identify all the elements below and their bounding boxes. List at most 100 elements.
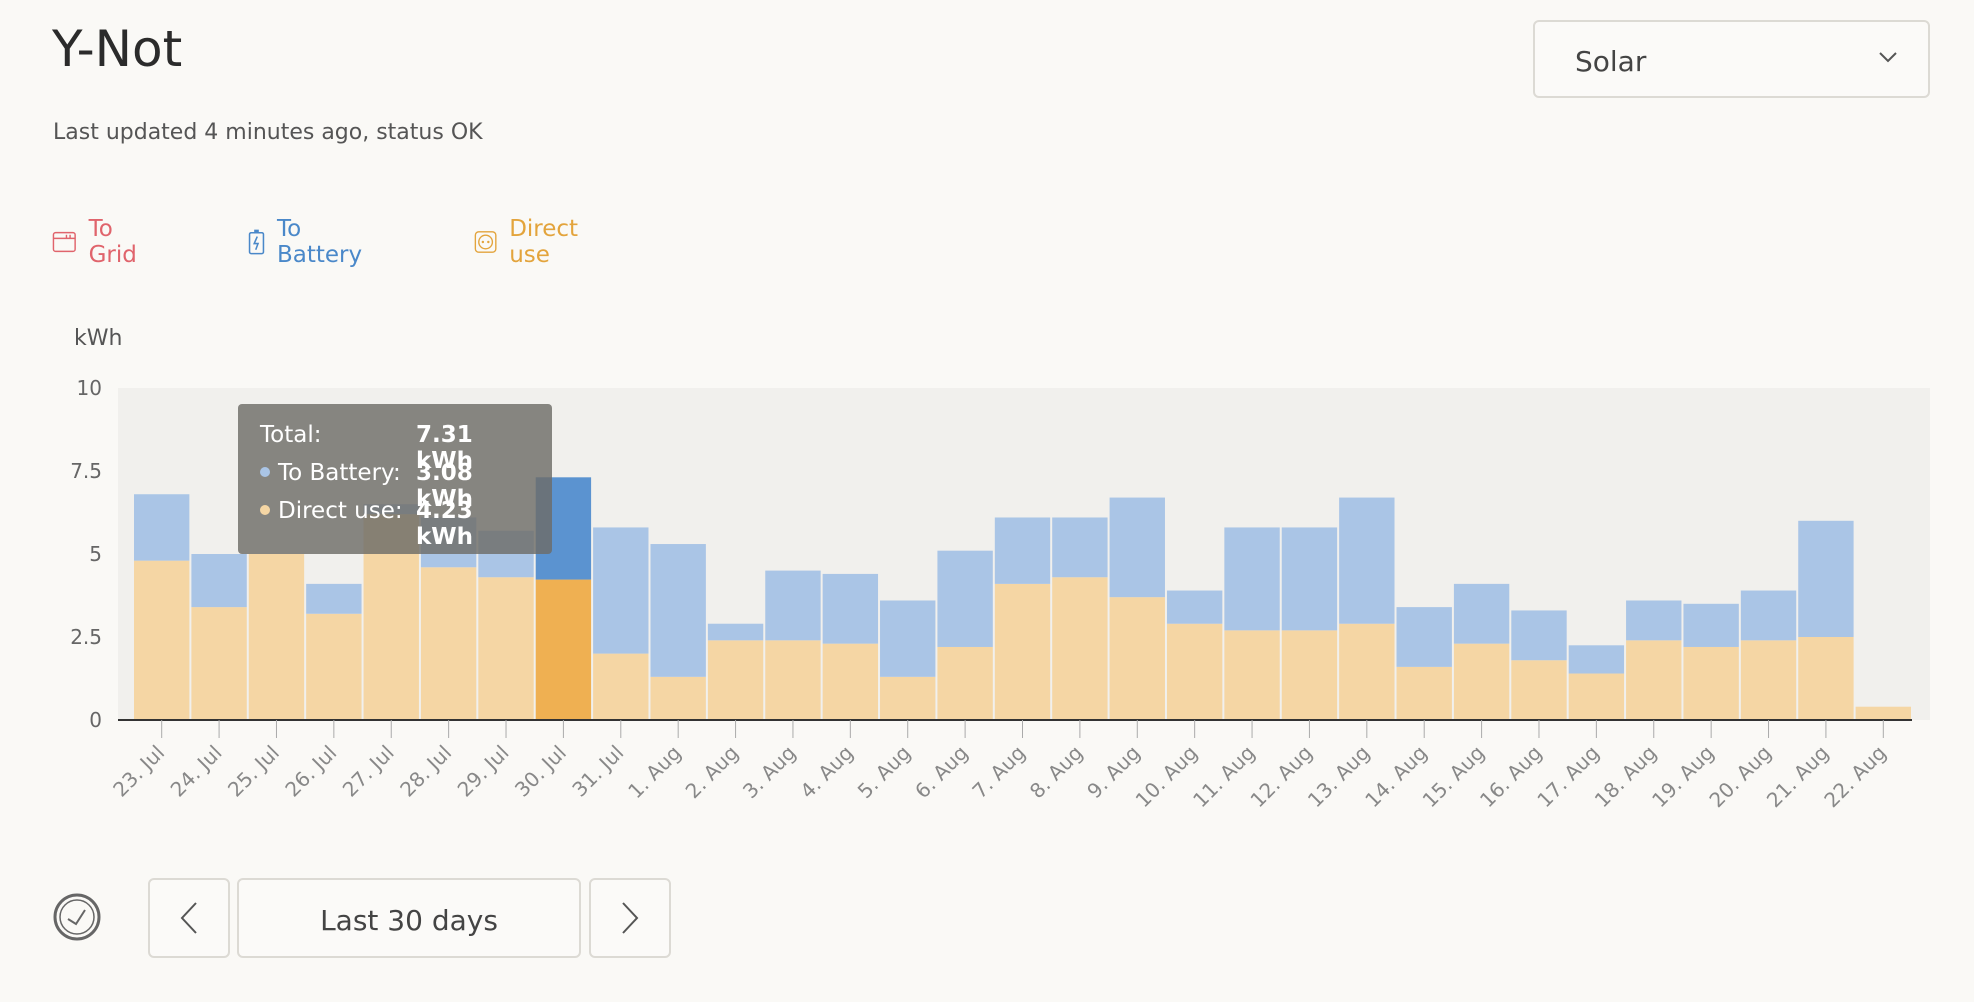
tooltip-direct-value: 4.23 kWh: [416, 498, 474, 550]
bar-direct-use[interactable]: [1166, 623, 1223, 720]
period-range-label: Last 30 days: [320, 904, 498, 937]
tooltip-direct-dot: [260, 504, 270, 515]
y-tick-label: 0: [89, 708, 102, 732]
bar-direct-use[interactable]: [1453, 643, 1510, 720]
x-tick-label: 29. Jul: [453, 741, 514, 802]
bar-direct-use[interactable]: [1511, 660, 1567, 720]
bar-to-battery[interactable]: [1511, 610, 1567, 661]
x-tick-label: 2. Aug: [681, 741, 744, 804]
bar-direct-use[interactable]: [1683, 646, 1739, 720]
bar-direct-use[interactable]: [1052, 577, 1108, 720]
bar-direct-use[interactable]: [1281, 630, 1338, 720]
bar-to-battery[interactable]: [1396, 607, 1452, 667]
x-tick-label: 17. Aug: [1532, 741, 1604, 813]
x-tick-label: 31. Jul: [567, 741, 628, 802]
bar-to-battery[interactable]: [1740, 590, 1797, 641]
bar-direct-use[interactable]: [822, 643, 879, 720]
bar-direct-use[interactable]: [765, 640, 821, 720]
chevron-down-icon: [1879, 52, 1897, 63]
bar-to-battery[interactable]: [1683, 603, 1739, 647]
x-tick-label: 19. Aug: [1647, 741, 1719, 813]
legend-item-direct-use[interactable]: Direct use: [474, 216, 589, 268]
x-tick-label: 26. Jul: [280, 741, 341, 802]
bar-direct-use[interactable]: [420, 567, 477, 720]
x-tick-label: 22. Aug: [1819, 741, 1891, 813]
x-tick-label: 28. Jul: [395, 741, 456, 802]
legend-item-to-battery[interactable]: To Battery: [248, 216, 367, 268]
period-range-button[interactable]: Last 30 days: [237, 878, 581, 958]
bar-direct-use[interactable]: [1798, 637, 1854, 720]
bar-direct-use[interactable]: [707, 640, 764, 720]
clock-icon[interactable]: [52, 892, 102, 942]
bar-direct-use[interactable]: [134, 560, 190, 720]
bar-direct-use[interactable]: [1568, 673, 1625, 720]
bar-direct-use[interactable]: [994, 583, 1051, 720]
bar-direct-use[interactable]: [1109, 597, 1165, 720]
bar-to-battery[interactable]: [191, 554, 247, 608]
bar-to-battery[interactable]: [1052, 517, 1108, 578]
tooltip-total-value: 7.31 kWh: [416, 422, 474, 474]
bar-to-battery[interactable]: [1626, 600, 1682, 641]
y-axis-label: kWh: [74, 326, 123, 351]
tooltip-battery-row: To Battery: 3.08 kWh: [260, 460, 530, 512]
bar-to-battery[interactable]: [306, 583, 362, 614]
grid-icon: [52, 231, 76, 253]
bar-direct-use[interactable]: [1339, 623, 1395, 720]
source-select[interactable]: Solar: [1533, 20, 1930, 98]
bar-to-battery[interactable]: [765, 570, 821, 641]
bar-to-battery[interactable]: [1109, 497, 1165, 598]
chevron-right-icon: [622, 902, 639, 934]
bar-to-battery[interactable]: [822, 573, 879, 644]
bar-direct-use[interactable]: [1740, 640, 1797, 720]
bar-direct-use[interactable]: [535, 579, 592, 720]
bar-direct-use[interactable]: [880, 676, 936, 720]
previous-period-button[interactable]: [148, 878, 230, 958]
battery-icon: [248, 229, 265, 255]
bar-to-battery[interactable]: [880, 600, 936, 677]
bar-to-battery[interactable]: [994, 517, 1051, 584]
bar-to-battery[interactable]: [707, 623, 764, 641]
x-tick-label: 1. Aug: [623, 741, 686, 804]
bar-direct-use[interactable]: [650, 676, 706, 720]
x-tick-label: 6. Aug: [910, 741, 973, 804]
bar-direct-use[interactable]: [1396, 666, 1452, 720]
next-period-button[interactable]: [589, 878, 671, 958]
tooltip-total-key: Total:: [260, 422, 322, 448]
x-tick-label: 25. Jul: [223, 741, 284, 802]
y-tick-label: 2.5: [70, 625, 102, 649]
bar-direct-use[interactable]: [1626, 640, 1682, 720]
x-tick-label: 4. Aug: [795, 741, 858, 804]
bar-direct-use[interactable]: [306, 613, 362, 720]
bar-to-battery[interactable]: [593, 527, 649, 654]
bar-direct-use[interactable]: [937, 646, 993, 720]
bar-direct-use[interactable]: [248, 554, 305, 720]
bar-direct-use[interactable]: [593, 653, 649, 720]
bar-to-battery[interactable]: [1798, 520, 1854, 637]
legend-label-to-grid: To Grid: [88, 216, 137, 268]
x-tick-label: 18. Aug: [1590, 741, 1662, 813]
bar-to-battery[interactable]: [1166, 590, 1223, 624]
bar-direct-use[interactable]: [1855, 706, 1911, 720]
bar-to-battery[interactable]: [1281, 527, 1338, 631]
bar-direct-use[interactable]: [478, 577, 534, 720]
bar-to-battery[interactable]: [1339, 497, 1395, 624]
tooltip-total-row: Total: 7.31 kWh: [260, 422, 530, 474]
bar-to-battery[interactable]: [937, 550, 993, 647]
bar-to-battery[interactable]: [650, 544, 706, 677]
socket-icon: [474, 231, 497, 253]
bar-to-battery[interactable]: [1224, 527, 1280, 631]
x-tick-label: 14. Aug: [1360, 741, 1432, 813]
y-tick-label: 10: [77, 376, 102, 400]
legend-item-to-grid[interactable]: To Grid: [52, 216, 146, 268]
bar-direct-use[interactable]: [1224, 630, 1280, 720]
x-tick-label: 16. Aug: [1475, 741, 1547, 813]
x-tick-label: 10. Aug: [1131, 741, 1203, 813]
bar-to-battery[interactable]: [1453, 583, 1510, 644]
x-tick-label: 8. Aug: [1025, 741, 1088, 804]
bar-to-battery[interactable]: [134, 494, 190, 561]
bar-direct-use[interactable]: [191, 607, 247, 720]
x-tick-label: 13. Aug: [1303, 741, 1375, 813]
bar-to-battery[interactable]: [1568, 645, 1625, 674]
x-tick-label: 21. Aug: [1762, 741, 1834, 813]
